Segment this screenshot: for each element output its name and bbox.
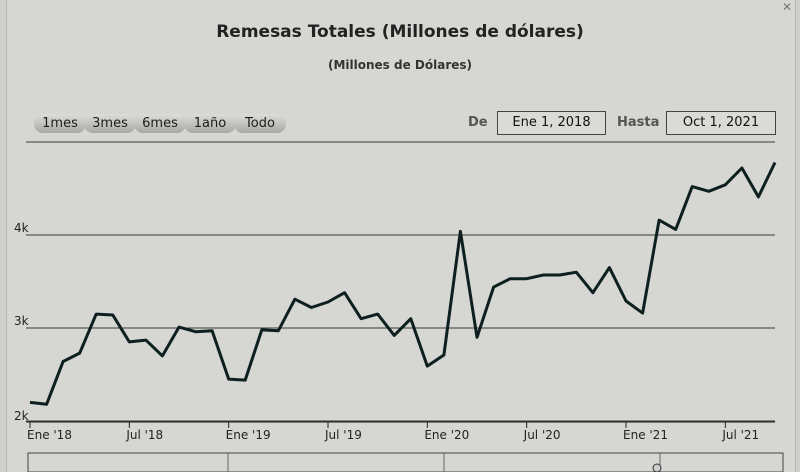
chart-subtitle: (Millones de Dólares): [327, 58, 473, 72]
x-tick-label: Ene '20: [424, 428, 469, 442]
x-tick-label: Jul '20: [523, 428, 561, 442]
navigator-handle: [652, 463, 662, 472]
range-button-todo[interactable]: Todo: [234, 114, 286, 133]
close-icon[interactable]: ✕: [782, 0, 793, 14]
to-label: Hasta: [617, 115, 660, 130]
x-tick-label: Ene '21: [623, 428, 668, 442]
range-button-1mes[interactable]: 1mes: [34, 114, 86, 133]
y-tick-label: 4k: [14, 221, 29, 235]
range-button-6mes[interactable]: 6mes: [134, 114, 186, 133]
x-tick-label: Jul '18: [125, 428, 163, 442]
x-tick-label: Ene '19: [226, 428, 271, 442]
chart-title: Remesas Totales (Millones de dólares): [216, 22, 584, 42]
from-date-input[interactable]: Ene 1, 2018: [497, 111, 606, 135]
series-line: [29, 161, 777, 406]
chart-container: [6, 0, 796, 472]
x-tick-label: Jul '21: [721, 428, 759, 442]
navigator-strip: [27, 452, 784, 472]
x-tick-label: Jul '19: [324, 428, 362, 442]
y-tick-label: 3k: [14, 314, 29, 328]
range-button-1ano[interactable]: 1año: [184, 114, 236, 133]
from-label: De: [468, 115, 488, 130]
y-tick-label: 2k: [14, 409, 29, 423]
range-button-3mes[interactable]: 3mes: [84, 114, 136, 133]
x-tick-label: Ene '18: [27, 428, 72, 442]
to-date-input[interactable]: Oct 1, 2021: [666, 111, 776, 135]
